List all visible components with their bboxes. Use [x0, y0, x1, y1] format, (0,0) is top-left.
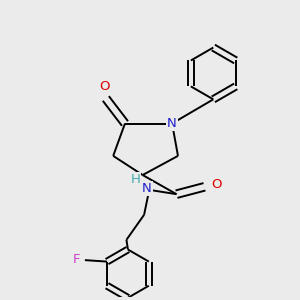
Text: H: H [130, 173, 140, 186]
Text: N: N [167, 117, 177, 130]
Text: F: F [72, 253, 80, 266]
Text: O: O [99, 80, 110, 93]
Text: O: O [211, 178, 221, 191]
Text: N: N [142, 182, 152, 195]
